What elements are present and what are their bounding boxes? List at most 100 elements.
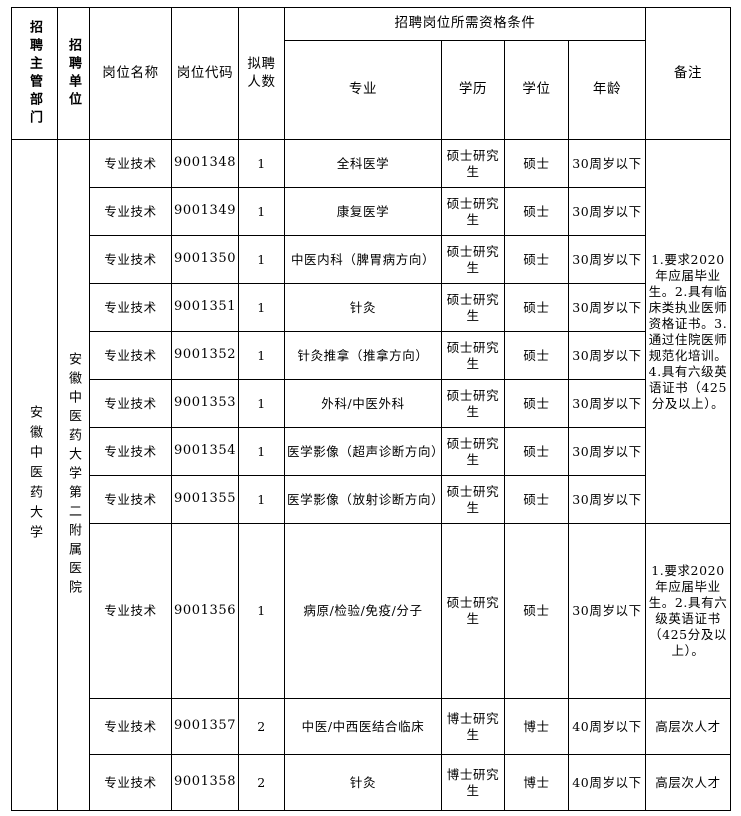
table-row: 专业技术 9001356 1 病原/检验/免疫/分子 硕士研究生 硕士 30周岁…: [12, 523, 731, 699]
cell-degree: 博士: [504, 754, 569, 811]
cell-age: 30周岁以下: [568, 235, 646, 284]
cell-age: 40周岁以下: [568, 754, 646, 811]
cell-age: 30周岁以下: [568, 523, 646, 699]
cell-planned-count: 1: [238, 475, 285, 524]
cell-post-code: 9001356: [171, 523, 239, 699]
column-header-post-name: 岗位名称: [89, 7, 172, 140]
cell-post-code: 9001351: [171, 283, 239, 332]
cell-post-code: 9001354: [171, 427, 239, 476]
cell-age: 30周岁以下: [568, 187, 646, 236]
cell-remark: 1.要求2020年应届毕业生。2.具有临床类执业医师资格证书。3.通过住院医师规…: [645, 139, 731, 524]
cell-degree: 硕士: [504, 139, 569, 188]
table-row: 专业技术 9001352 1 针灸推拿（推拿方向） 硕士研究生 硕士 30周岁以…: [12, 331, 731, 380]
cell-education: 博士研究生: [441, 698, 505, 755]
cell-major: 中医/中西医结合临床: [284, 698, 442, 755]
recruitment-plan-table: 招聘主管部门 招聘单位 岗位名称 岗位代码 拟聘人数 招聘岗位所需资格条件 备注…: [11, 7, 731, 811]
table-row: 专业技术 9001351 1 针灸 硕士研究生 硕士 30周岁以下: [12, 283, 731, 332]
column-header-unit-label: 招聘单位: [66, 37, 81, 110]
cell-dept-label: 安徽中医药大学: [27, 405, 42, 545]
cell-age: 30周岁以下: [568, 475, 646, 524]
column-header-dept-label: 招聘主管部门: [27, 19, 42, 128]
cell-post-code: 9001352: [171, 331, 239, 380]
cell-post-code: 9001349: [171, 187, 239, 236]
cell-remark: 高层次人才: [645, 754, 731, 811]
cell-post-code: 9001358: [171, 754, 239, 811]
table-row: 专业技术 9001355 1 医学影像（放射诊断方向） 硕士研究生 硕士 30周…: [12, 475, 731, 524]
cell-planned-count: 1: [238, 379, 285, 428]
column-header-education: 学历: [441, 40, 505, 140]
cell-post-name: 专业技术: [89, 698, 172, 755]
cell-post-name: 专业技术: [89, 235, 172, 284]
table-header: 招聘主管部门 招聘单位 岗位名称 岗位代码 拟聘人数 招聘岗位所需资格条件 备注…: [11, 7, 731, 140]
cell-major: 康复医学: [284, 187, 442, 236]
cell-age: 40周岁以下: [568, 698, 646, 755]
column-header-planned-count: 拟聘人数: [238, 7, 285, 140]
cell-post-name: 专业技术: [89, 754, 172, 811]
cell-degree: 硕士: [504, 187, 569, 236]
cell-degree: 硕士: [504, 379, 569, 428]
cell-post-code: 9001355: [171, 475, 239, 524]
cell-degree: 硕士: [504, 427, 569, 476]
cell-major: 外科/中医外科: [284, 379, 442, 428]
cell-planned-count: 2: [238, 698, 285, 755]
cell-major: 医学影像（超声诊断方向）: [284, 427, 444, 476]
header-row-sub: 专业 学历 学位 年龄: [12, 40, 731, 140]
cell-planned-count: 1: [238, 331, 285, 380]
cell-education: 硕士研究生: [441, 379, 505, 428]
cell-unit: 安徽中医药大学第二附属医院: [57, 139, 90, 811]
cell-education: 硕士研究生: [441, 139, 505, 188]
table-row: 专业技术 9001357 2 中医/中西医结合临床 博士研究生 博士 40周岁以…: [12, 698, 731, 755]
cell-post-name: 专业技术: [89, 139, 172, 188]
cell-planned-count: 1: [238, 523, 285, 699]
cell-degree: 硕士: [504, 283, 569, 332]
column-header-remark: 备注: [645, 7, 731, 140]
column-header-dept: 招聘主管部门: [11, 7, 58, 140]
cell-remark: 高层次人才: [645, 698, 731, 755]
cell-post-name: 专业技术: [89, 475, 172, 524]
cell-planned-count: 1: [238, 283, 285, 332]
cell-post-code: 9001357: [171, 698, 239, 755]
cell-education: 硕士研究生: [441, 283, 505, 332]
cell-planned-count: 1: [238, 187, 285, 236]
cell-education: 硕士研究生: [441, 427, 505, 476]
cell-major: 中医内科（脾胃病方向）: [284, 235, 442, 284]
cell-age: 30周岁以下: [568, 331, 646, 380]
cell-age: 30周岁以下: [568, 427, 646, 476]
cell-age: 30周岁以下: [568, 139, 646, 188]
table-row: 专业技术 9001353 1 外科/中医外科 硕士研究生 硕士 30周岁以下: [12, 379, 731, 428]
cell-age: 30周岁以下: [568, 379, 646, 428]
table-row: 专业技术 9001350 1 中医内科（脾胃病方向） 硕士研究生 硕士 30周岁…: [12, 235, 731, 284]
cell-post-code: 9001348: [171, 139, 239, 188]
cell-planned-count: 1: [238, 427, 285, 476]
column-header-unit: 招聘单位: [57, 7, 90, 140]
column-header-qualification-group: 招聘岗位所需资格条件: [284, 7, 646, 41]
table-body: 安徽中医药大学 安徽中医药大学第二附属医院 专业技术 9001348 1 全科医…: [11, 139, 731, 811]
cell-education: 博士研究生: [441, 754, 505, 811]
cell-degree: 硕士: [504, 331, 569, 380]
cell-planned-count: 2: [238, 754, 285, 811]
cell-degree: 硕士: [504, 235, 569, 284]
cell-post-code: 9001350: [171, 235, 239, 284]
cell-degree: 博士: [504, 698, 569, 755]
table-row: 专业技术 9001349 1 康复医学 硕士研究生 硕士 30周岁以下: [12, 187, 731, 236]
cell-major: 针灸推拿（推拿方向）: [284, 331, 442, 380]
cell-education: 硕士研究生: [441, 235, 505, 284]
cell-planned-count: 1: [238, 235, 285, 284]
table-row: 专业技术 9001354 1 医学影像（超声诊断方向） 硕士研究生 硕士 30周…: [12, 427, 731, 476]
cell-age: 30周岁以下: [568, 283, 646, 332]
cell-education: 硕士研究生: [441, 475, 505, 524]
cell-degree: 硕士: [504, 475, 569, 524]
cell-unit-label: 安徽中医药大学第二附属医院: [66, 351, 81, 599]
table-row: 专业技术 9001358 2 针灸 博士研究生 博士 40周岁以下 高层次人才: [12, 754, 731, 811]
cell-post-name: 专业技术: [89, 331, 172, 380]
cell-education: 硕士研究生: [441, 523, 505, 699]
cell-dept: 安徽中医药大学: [11, 139, 58, 811]
column-header-major: 专业: [284, 40, 442, 140]
column-header-degree: 学位: [504, 40, 569, 140]
cell-education: 硕士研究生: [441, 331, 505, 380]
cell-major: 针灸: [284, 754, 442, 811]
cell-major: 医学影像（放射诊断方向）: [284, 475, 444, 524]
cell-post-name: 专业技术: [89, 187, 172, 236]
cell-degree: 硕士: [504, 523, 569, 699]
